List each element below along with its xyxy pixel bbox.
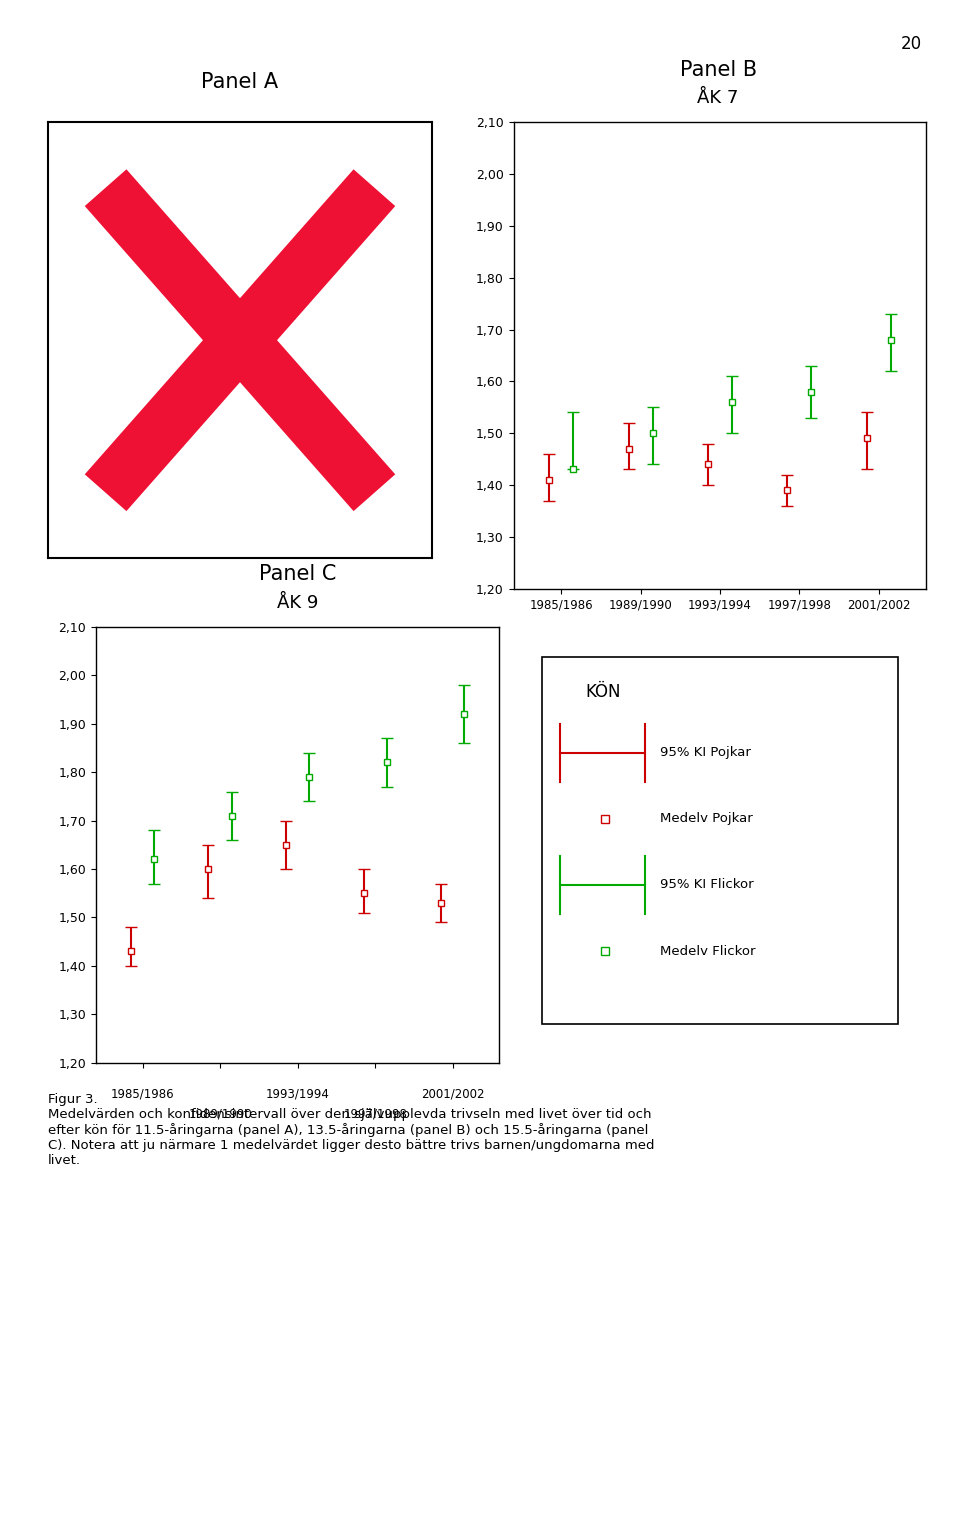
Text: 1985/1986: 1985/1986 — [110, 1087, 175, 1101]
Text: Panel C: Panel C — [259, 564, 336, 584]
Text: 1993/1994: 1993/1994 — [266, 1087, 329, 1101]
Text: ÅK 9: ÅK 9 — [276, 593, 319, 612]
Text: Figur 3.
Medelvärden och konfidensintervall över den självupplevda trivseln med : Figur 3. Medelvärden och konfidensinterv… — [48, 1093, 655, 1168]
Text: 1989/1990: 1989/1990 — [188, 1107, 252, 1121]
Text: 1997/1998: 1997/1998 — [344, 1107, 407, 1121]
Text: Medelv Pojkar: Medelv Pojkar — [660, 812, 753, 826]
Text: 95% KI Flickor: 95% KI Flickor — [660, 879, 754, 891]
Text: 2001/2002: 2001/2002 — [420, 1087, 485, 1101]
Text: ÅK 7: ÅK 7 — [697, 89, 739, 107]
Text: Medelv Flickor: Medelv Flickor — [660, 945, 756, 957]
Text: KÖN: KÖN — [585, 683, 620, 702]
Text: Panel A: Panel A — [202, 72, 278, 92]
Text: 20: 20 — [900, 35, 922, 54]
Text: Panel B: Panel B — [680, 60, 756, 80]
Text: 95% KI Pojkar: 95% KI Pojkar — [660, 746, 751, 760]
